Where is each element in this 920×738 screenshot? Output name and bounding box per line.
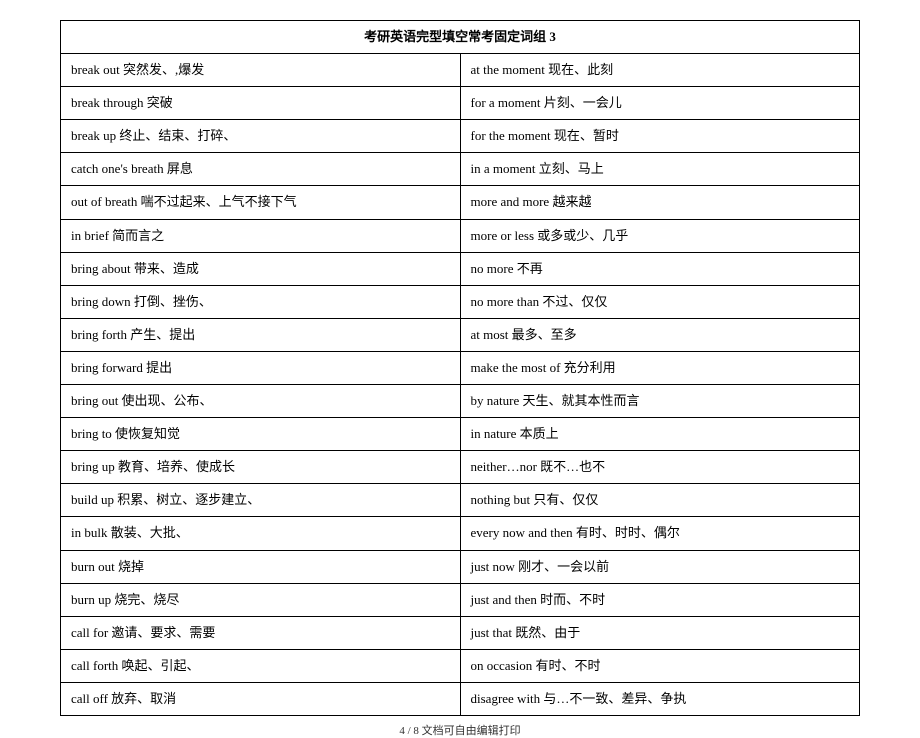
page-footer: 4 / 8 文档可自由编辑打印 xyxy=(60,722,860,738)
phrase-cell-left: bring up 教育、培养、使成长 xyxy=(61,451,461,484)
phrase-cell-left: break through 突破 xyxy=(61,87,461,120)
table-row: out of breath 喘不过起来、上气不接下气more and more … xyxy=(61,186,860,219)
phrase-cell-right: at the moment 现在、此刻 xyxy=(460,54,860,87)
table-row: call for 邀请、要求、需要just that 既然、由于 xyxy=(61,616,860,649)
phrase-cell-left: bring about 带来、造成 xyxy=(61,252,461,285)
phrase-cell-right: just now 刚才、一会以前 xyxy=(460,550,860,583)
phrase-cell-right: just and then 时而、不时 xyxy=(460,583,860,616)
phrase-cell-right: no more than 不过、仅仅 xyxy=(460,285,860,318)
table-row: bring up 教育、培养、使成长neither…nor 既不…也不 xyxy=(61,451,860,484)
phrase-cell-right: in nature 本质上 xyxy=(460,418,860,451)
table-row: bring about 带来、造成no more 不再 xyxy=(61,252,860,285)
phrase-cell-right: neither…nor 既不…也不 xyxy=(460,451,860,484)
phrase-table: 考研英语完型填空常考固定词组 3 break out 突然发、,爆发at the… xyxy=(60,20,860,716)
table-row: bring forth 产生、提出at most 最多、至多 xyxy=(61,318,860,351)
phrase-cell-right: on occasion 有时、不时 xyxy=(460,649,860,682)
phrase-cell-left: build up 积累、树立、逐步建立、 xyxy=(61,484,461,517)
table-row: burn out 烧掉just now 刚才、一会以前 xyxy=(61,550,860,583)
table-row: catch one's breath 屏息in a moment 立刻、马上 xyxy=(61,153,860,186)
phrase-cell-left: call off 放弃、取消 xyxy=(61,682,461,715)
phrase-cell-left: in brief 简而言之 xyxy=(61,219,461,252)
phrase-cell-right: make the most of 充分利用 xyxy=(460,351,860,384)
phrase-cell-right: by nature 天生、就其本性而言 xyxy=(460,385,860,418)
table-row: bring to 使恢复知觉in nature 本质上 xyxy=(61,418,860,451)
phrase-cell-right: every now and then 有时、时时、偶尔 xyxy=(460,517,860,550)
phrase-cell-right: just that 既然、由于 xyxy=(460,616,860,649)
phrase-cell-left: bring down 打倒、挫伤、 xyxy=(61,285,461,318)
table-row: in brief 简而言之more or less 或多或少、几乎 xyxy=(61,219,860,252)
table-body: break out 突然发、,爆发at the moment 现在、此刻brea… xyxy=(61,54,860,716)
phrase-cell-right: in a moment 立刻、马上 xyxy=(460,153,860,186)
phrase-cell-left: bring out 使出现、公布、 xyxy=(61,385,461,418)
phrase-cell-left: call for 邀请、要求、需要 xyxy=(61,616,461,649)
phrase-cell-left: burn out 烧掉 xyxy=(61,550,461,583)
table-row: break out 突然发、,爆发at the moment 现在、此刻 xyxy=(61,54,860,87)
table-row: bring down 打倒、挫伤、no more than 不过、仅仅 xyxy=(61,285,860,318)
table-row: break through 突破for a moment 片刻、一会儿 xyxy=(61,87,860,120)
phrase-cell-left: out of breath 喘不过起来、上气不接下气 xyxy=(61,186,461,219)
table-row: build up 积累、树立、逐步建立、nothing but 只有、仅仅 xyxy=(61,484,860,517)
table-header: 考研英语完型填空常考固定词组 3 xyxy=(61,21,860,54)
phrase-cell-right: for the moment 现在、暂时 xyxy=(460,120,860,153)
phrase-cell-left: call forth 唤起、引起、 xyxy=(61,649,461,682)
table-row: call off 放弃、取消disagree with 与…不一致、差异、争执 xyxy=(61,682,860,715)
phrase-cell-left: burn up 烧完、烧尽 xyxy=(61,583,461,616)
table-row: bring out 使出现、公布、by nature 天生、就其本性而言 xyxy=(61,385,860,418)
table-row: in bulk 散装、大批、every now and then 有时、时时、偶… xyxy=(61,517,860,550)
phrase-cell-right: at most 最多、至多 xyxy=(460,318,860,351)
phrase-cell-left: in bulk 散装、大批、 xyxy=(61,517,461,550)
phrase-cell-left: bring forth 产生、提出 xyxy=(61,318,461,351)
phrase-cell-left: break out 突然发、,爆发 xyxy=(61,54,461,87)
phrase-cell-right: disagree with 与…不一致、差异、争执 xyxy=(460,682,860,715)
phrase-cell-left: bring to 使恢复知觉 xyxy=(61,418,461,451)
phrase-cell-left: bring forward 提出 xyxy=(61,351,461,384)
table-row: call forth 唤起、引起、on occasion 有时、不时 xyxy=(61,649,860,682)
phrase-cell-right: more and more 越来越 xyxy=(460,186,860,219)
phrase-cell-left: break up 终止、结束、打碎、 xyxy=(61,120,461,153)
phrase-cell-right: no more 不再 xyxy=(460,252,860,285)
phrase-cell-right: nothing but 只有、仅仅 xyxy=(460,484,860,517)
phrase-cell-left: catch one's breath 屏息 xyxy=(61,153,461,186)
table-row: bring forward 提出make the most of 充分利用 xyxy=(61,351,860,384)
table-row: burn up 烧完、烧尽just and then 时而、不时 xyxy=(61,583,860,616)
phrase-cell-right: for a moment 片刻、一会儿 xyxy=(460,87,860,120)
document-page: 考研英语完型填空常考固定词组 3 break out 突然发、,爆发at the… xyxy=(0,0,920,738)
phrase-cell-right: more or less 或多或少、几乎 xyxy=(460,219,860,252)
table-row: break up 终止、结束、打碎、for the moment 现在、暂时 xyxy=(61,120,860,153)
